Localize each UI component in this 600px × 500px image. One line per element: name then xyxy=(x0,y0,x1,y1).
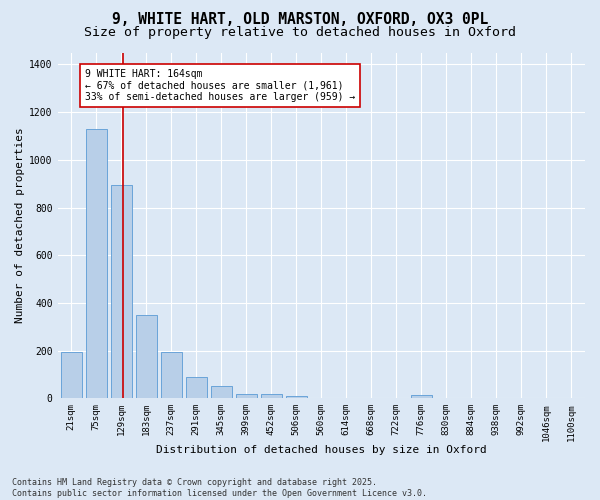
Bar xyxy=(185,377,207,398)
Bar xyxy=(136,315,157,398)
Bar xyxy=(236,394,257,398)
Bar xyxy=(410,395,432,398)
Bar xyxy=(286,396,307,398)
Bar xyxy=(86,129,107,398)
Text: Size of property relative to detached houses in Oxford: Size of property relative to detached ho… xyxy=(84,26,516,39)
Text: 9 WHITE HART: 164sqm
← 67% of detached houses are smaller (1,961)
33% of semi-de: 9 WHITE HART: 164sqm ← 67% of detached h… xyxy=(85,69,355,102)
Bar xyxy=(211,386,232,398)
Y-axis label: Number of detached properties: Number of detached properties xyxy=(15,128,25,324)
Text: Contains HM Land Registry data © Crown copyright and database right 2025.
Contai: Contains HM Land Registry data © Crown c… xyxy=(12,478,427,498)
X-axis label: Distribution of detached houses by size in Oxford: Distribution of detached houses by size … xyxy=(156,445,487,455)
Bar xyxy=(260,394,282,398)
Bar xyxy=(61,352,82,399)
Bar xyxy=(161,352,182,399)
Text: 9, WHITE HART, OLD MARSTON, OXFORD, OX3 0PL: 9, WHITE HART, OLD MARSTON, OXFORD, OX3 … xyxy=(112,12,488,28)
Bar xyxy=(110,186,132,398)
